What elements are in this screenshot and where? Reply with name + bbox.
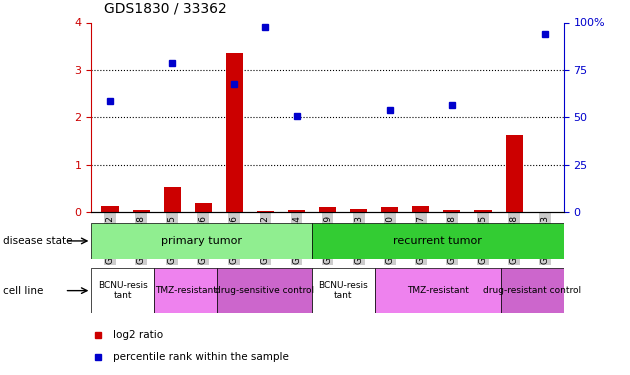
Bar: [319, 207, 336, 212]
Bar: [444, 210, 461, 212]
Text: log2 ratio: log2 ratio: [113, 330, 163, 340]
Bar: [226, 53, 243, 212]
Text: drug-resistant control: drug-resistant control: [483, 286, 581, 295]
Text: percentile rank within the sample: percentile rank within the sample: [113, 352, 289, 362]
Bar: [132, 210, 150, 212]
Bar: [381, 207, 398, 212]
Bar: [164, 187, 181, 212]
Text: primary tumor: primary tumor: [161, 236, 242, 246]
Bar: [257, 211, 274, 212]
Text: cell line: cell line: [3, 286, 43, 296]
Bar: [217, 268, 312, 313]
Bar: [91, 268, 154, 313]
Bar: [501, 268, 564, 313]
Bar: [288, 210, 305, 212]
Text: drug-sensitive control: drug-sensitive control: [215, 286, 314, 295]
Bar: [101, 206, 118, 212]
Bar: [505, 135, 523, 212]
Text: TMZ-resistant: TMZ-resistant: [155, 286, 217, 295]
Bar: [350, 209, 367, 212]
Text: TMZ-resistant: TMZ-resistant: [407, 286, 469, 295]
Bar: [154, 268, 217, 313]
Text: disease state: disease state: [3, 236, 72, 246]
Bar: [91, 223, 312, 259]
Text: recurrent tumor: recurrent tumor: [393, 236, 483, 246]
Bar: [312, 268, 375, 313]
Text: BCNU-resis
tant: BCNU-resis tant: [319, 281, 368, 300]
Bar: [195, 203, 212, 212]
Text: GDS1830 / 33362: GDS1830 / 33362: [104, 1, 227, 15]
Bar: [474, 210, 491, 212]
Bar: [375, 268, 501, 313]
Text: BCNU-resis
tant: BCNU-resis tant: [98, 281, 147, 300]
Bar: [412, 206, 430, 212]
Bar: [312, 223, 564, 259]
